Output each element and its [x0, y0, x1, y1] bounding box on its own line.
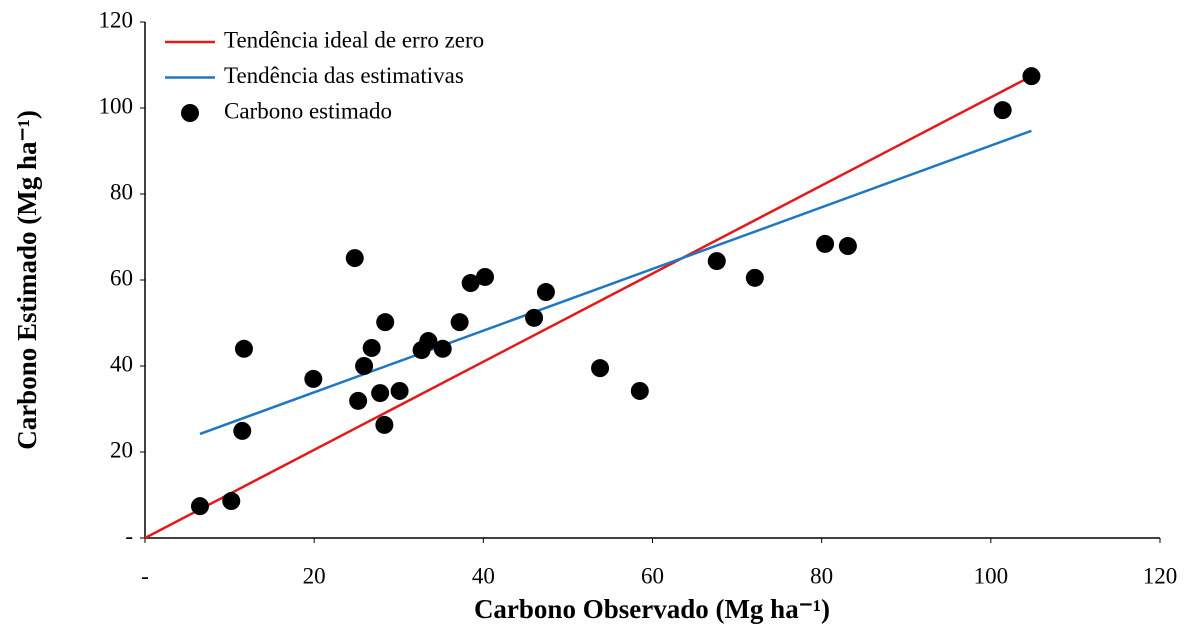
- trend-line: [144, 75, 1033, 540]
- data-point: [433, 339, 452, 358]
- data-point: [419, 332, 438, 351]
- y-tick-label: 20: [110, 437, 133, 462]
- legend-label: Tendência ideal de erro zero: [224, 27, 484, 52]
- data-point: [461, 274, 480, 293]
- data-point: [525, 308, 544, 327]
- data-point: [993, 101, 1012, 120]
- data-point: [630, 381, 649, 400]
- data-point: [233, 421, 252, 440]
- data-point: [355, 357, 374, 375]
- y-tick-label: 40: [110, 351, 133, 376]
- y-tick-label: 100: [99, 93, 134, 118]
- x-axis-title: Carbono Observado (Mg ha⁻¹): [474, 594, 830, 624]
- data-point: [390, 381, 409, 400]
- x-tick-label: 40: [472, 563, 495, 588]
- data-point: [362, 338, 381, 357]
- data-point: [345, 249, 364, 268]
- data-point: [591, 359, 610, 378]
- y-tick-label: -: [125, 523, 133, 548]
- trend-line: [199, 129, 1032, 436]
- data-point: [190, 497, 209, 516]
- data-point: [1022, 67, 1041, 86]
- data-point: [816, 234, 835, 253]
- data-point: [349, 391, 368, 410]
- x-tick-label: 120: [1143, 563, 1178, 588]
- x-tick-label: 80: [810, 563, 833, 588]
- y-tick-label: 80: [110, 179, 133, 204]
- data-point: [371, 384, 390, 403]
- legend-label: Tendência das estimativas: [224, 63, 464, 88]
- y-axis-title: Carbono Estimado (Mg ha⁻¹): [12, 110, 42, 450]
- x-tick-label: 20: [303, 563, 326, 588]
- legend-marker: [181, 104, 199, 122]
- y-tick-label: 60: [110, 265, 133, 290]
- y-tick-label: 120: [99, 7, 134, 32]
- x-tick-label: 100: [974, 563, 1009, 588]
- data-point: [376, 313, 395, 332]
- data-point: [304, 369, 323, 388]
- data-point: [222, 492, 241, 511]
- data-point: [450, 313, 469, 332]
- legend-label: Carbono estimado: [224, 98, 392, 123]
- x-tick-label: -: [141, 563, 149, 588]
- data-point: [375, 415, 394, 434]
- data-point: [838, 237, 857, 256]
- data-point: [745, 268, 764, 287]
- data-point: [707, 252, 726, 271]
- data-point: [234, 339, 253, 358]
- data-point: [476, 267, 495, 286]
- x-tick-label: 60: [641, 563, 664, 588]
- data-point: [536, 283, 555, 302]
